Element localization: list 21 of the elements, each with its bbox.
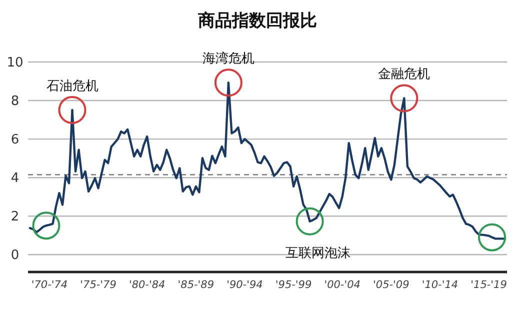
x-tick-label: '90-'94	[226, 279, 263, 291]
x-tick-label: '70-'74	[31, 279, 68, 291]
x-tick-label: '95-'99	[275, 279, 312, 291]
annotation: 金融危机	[378, 67, 430, 82]
x-tick-label: '10-'14	[422, 279, 458, 291]
annotation: 互联网泡沫	[285, 246, 350, 262]
y-tick-label: 4	[10, 171, 20, 186]
annotation: 石油危机	[46, 78, 98, 94]
x-tick-label: '15-'19	[470, 279, 508, 291]
x-tick-label: '05-'09	[373, 279, 410, 291]
y-tick-label: 2	[10, 210, 20, 225]
x-tick-label: '75-'79	[80, 279, 117, 291]
x-tick-label: '80-'84	[128, 279, 166, 291]
y-tick-label: 10	[6, 56, 24, 71]
x-tick-label: '85-'89	[178, 279, 214, 291]
y-tick-label: 8	[10, 94, 20, 110]
annotation: 海湾危机	[202, 50, 254, 67]
x-tick-label: '00-'04	[324, 279, 360, 291]
chart-title: 商品指数回报比	[197, 11, 317, 31]
y-tick-label: 6	[10, 132, 20, 148]
y-tick-label: 0	[10, 248, 20, 264]
